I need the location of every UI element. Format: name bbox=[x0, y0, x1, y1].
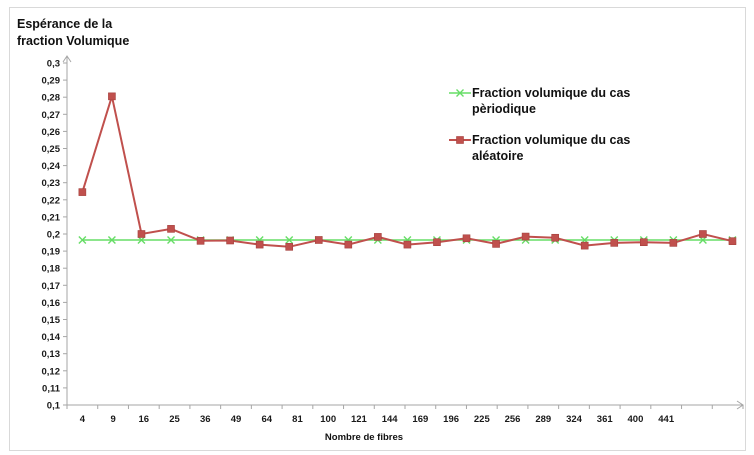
legend-marker bbox=[456, 136, 464, 144]
series-line bbox=[81, 92, 733, 248]
data-point bbox=[167, 225, 175, 233]
x-tick-label: 400 bbox=[628, 414, 644, 425]
legend: Fraction volumique du caspèriodiqueFract… bbox=[449, 86, 630, 163]
y-tick-label: 0,3 bbox=[47, 59, 60, 70]
data-point bbox=[374, 233, 382, 241]
data-point bbox=[699, 230, 707, 238]
y-tick-label: 0,18 bbox=[42, 264, 61, 275]
chart-title-line-2: fraction Volumique bbox=[17, 34, 129, 48]
legend-label-line-2: pèriodique bbox=[472, 102, 536, 116]
x-tick-label: 36 bbox=[200, 414, 211, 425]
line-chart: Espérance de la fraction Volumique 0,10,… bbox=[17, 17, 744, 443]
x-tick-label: 441 bbox=[658, 414, 675, 425]
data-point bbox=[610, 239, 619, 247]
x-tick-label: 361 bbox=[597, 414, 614, 425]
x-tick-label: 225 bbox=[474, 414, 491, 425]
y-tick-label: 0,2 bbox=[47, 230, 60, 241]
legend-item-aleatoire: Fraction volumique du cas aléatoire bbox=[449, 133, 630, 163]
x-tick-label: 169 bbox=[412, 414, 428, 425]
y-tick-label: 0,1 bbox=[47, 401, 61, 412]
data-point bbox=[728, 237, 737, 245]
x-tick-label: 121 bbox=[351, 414, 368, 425]
data-point bbox=[196, 237, 205, 245]
data-point bbox=[137, 230, 146, 238]
chart-title: Espérance de la fraction Volumique bbox=[17, 17, 129, 48]
legend-item-periodique: Fraction volumique du cas pèriodique bbox=[449, 86, 630, 116]
data-point bbox=[107, 235, 116, 244]
x-tick-label: 25 bbox=[169, 414, 180, 425]
y-tick-label: 0,28 bbox=[42, 93, 61, 104]
x-axis-ticks: 4 9 16 25 36 49 64 81 100 121 144 169 196 225 256 289 32… bbox=[66, 405, 744, 425]
legend-label-line-1: Fraction volumique du cas bbox=[472, 133, 630, 147]
legend-label-line-2: aléatoire bbox=[472, 149, 523, 163]
x-tick-label: 196 bbox=[443, 414, 459, 425]
data-point bbox=[462, 234, 471, 243]
x-tick-label: 4 bbox=[80, 414, 86, 425]
x-tick-label: 49 bbox=[231, 414, 242, 425]
data-point bbox=[403, 240, 412, 249]
x-tick-label: 100 bbox=[320, 414, 336, 425]
series-aleatoire bbox=[78, 92, 737, 251]
y-tick-label: 0,24 bbox=[42, 161, 61, 172]
y-tick-label: 0,13 bbox=[42, 349, 61, 360]
y-axis-arrow bbox=[62, 55, 72, 63]
x-tick-label: 289 bbox=[535, 414, 551, 425]
legend-marker bbox=[456, 89, 464, 97]
data-point bbox=[167, 235, 176, 244]
x-axis-label: Nombre de fibres bbox=[325, 432, 403, 443]
y-tick-label: 0,26 bbox=[42, 127, 61, 138]
data-point bbox=[78, 235, 87, 244]
data-point bbox=[285, 235, 294, 244]
data-point bbox=[78, 188, 87, 196]
x-tick-label: 81 bbox=[292, 414, 303, 425]
y-tick-label: 0,23 bbox=[42, 178, 61, 189]
y-tick-label: 0,19 bbox=[42, 247, 61, 258]
y-tick-label: 0,16 bbox=[42, 298, 61, 309]
data-point bbox=[255, 240, 264, 249]
y-tick-label: 0,29 bbox=[42, 76, 61, 87]
y-tick-label: 0,11 bbox=[42, 383, 61, 394]
y-tick-label: 0,25 bbox=[42, 144, 61, 155]
x-tick-label: 144 bbox=[382, 414, 399, 425]
x-tick-label: 256 bbox=[505, 414, 521, 425]
data-point bbox=[521, 232, 530, 241]
x-tick-label: 9 bbox=[110, 414, 115, 425]
y-tick-label: 0,21 bbox=[42, 212, 61, 223]
legend-label-line-1: Fraction volumique du cas bbox=[472, 86, 630, 100]
series-group bbox=[78, 92, 737, 251]
x-tick-label: 16 bbox=[139, 414, 150, 425]
y-axis-ticks: 0,1 0,11 0,12 0,13 0,14 0,15 0,16 0,17 0,18 0,19 0… bbox=[42, 59, 67, 412]
chart-title-line-1: Espérance de la bbox=[17, 17, 113, 31]
y-tick-label: 0,15 bbox=[42, 315, 61, 326]
data-point bbox=[433, 238, 441, 247]
y-tick-label: 0,17 bbox=[42, 281, 61, 292]
chart-frame: Espérance de la fraction Volumique 0,1 0,… bbox=[9, 7, 746, 451]
data-point bbox=[314, 236, 323, 244]
x-tick-label: 324 bbox=[566, 414, 583, 425]
data-point bbox=[551, 233, 559, 242]
x-tick-label: 64 bbox=[261, 414, 272, 425]
data-point bbox=[108, 92, 116, 101]
data-point bbox=[580, 241, 589, 250]
data-point bbox=[285, 243, 294, 251]
data-point bbox=[344, 240, 353, 249]
data-point bbox=[492, 240, 500, 248]
y-tick-label: 0,14 bbox=[42, 332, 61, 343]
data-point bbox=[226, 236, 234, 245]
y-tick-label: 0,12 bbox=[42, 366, 61, 377]
y-tick-label: 0,27 bbox=[42, 110, 61, 121]
data-point bbox=[640, 238, 648, 247]
y-tick-label: 0,22 bbox=[42, 195, 61, 206]
data-point bbox=[669, 239, 678, 247]
axes bbox=[62, 55, 744, 410]
